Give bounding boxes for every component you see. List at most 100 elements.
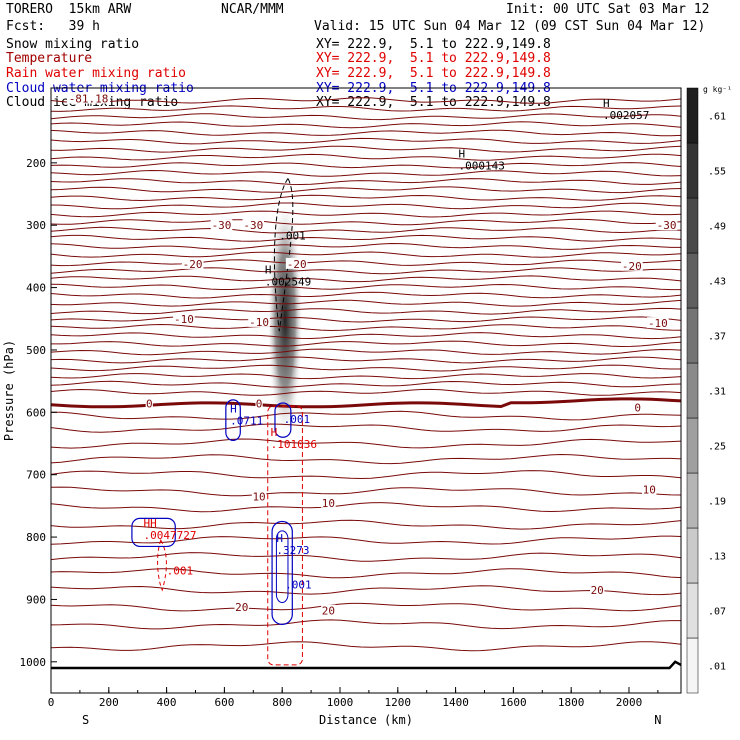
temperature-label-bg (181, 257, 204, 269)
extremum-mark: H (271, 426, 278, 439)
isotherm-line (50, 535, 682, 545)
isotherm-line (50, 585, 682, 596)
temperature-label-bg (255, 397, 263, 409)
extremum-value-label: .000143 (458, 160, 504, 173)
isotherm-line (50, 388, 682, 396)
isotherm-line (50, 470, 682, 480)
x-tick-label: 1200 (385, 696, 412, 709)
temperature-label-bg (234, 600, 249, 612)
isotherm-line (50, 210, 682, 218)
extremum-mark: H (265, 264, 272, 277)
x-tick-label: 600 (214, 696, 234, 709)
isotherm-line (50, 251, 682, 258)
x-tick-label: 400 (157, 696, 177, 709)
isotherm-line (50, 153, 682, 161)
temperature-label-bg (647, 317, 669, 329)
colorbar-tick-label: .13 (708, 552, 726, 563)
isotherm-line (50, 299, 682, 307)
temperature-label-bg (145, 397, 153, 409)
colorbar-segment (686, 472, 699, 529)
y-tick-label: 400 (26, 282, 46, 295)
isotherm-line (50, 259, 682, 267)
isotherm-line (50, 307, 682, 315)
field-label-temperature: Temperature (6, 51, 93, 66)
temperature-label: 20 (235, 601, 248, 614)
colorbar-segment (686, 307, 699, 364)
cloud-water-contour (274, 402, 292, 438)
extremum-mark: H (458, 148, 465, 161)
extremum-value-label: .3273 (276, 544, 309, 557)
isotherm-line (50, 356, 682, 364)
colorbar-tick-label: .61 (708, 112, 726, 123)
y-tick-label: 700 (26, 469, 46, 482)
x-tick-label: 800 (272, 696, 292, 709)
extremum-mark: H (230, 403, 237, 416)
isotherm-line (50, 453, 682, 465)
temperature-label-bg (242, 219, 265, 231)
field-label-snow: Snow mixing ratio (6, 37, 140, 52)
colorbar-segment (686, 197, 699, 254)
valid-time: Valid: 15 UTC Sun 04 Mar 12 (09 CST Sun … (314, 19, 706, 34)
isotherm-line (50, 218, 682, 226)
isotherm-line (50, 145, 682, 153)
temperature-label-bg (251, 490, 267, 502)
temperature-label: -30 (243, 219, 263, 232)
isotherm-line (50, 602, 682, 612)
isotherm-line (50, 348, 682, 356)
colorbar-tick-label: .43 (708, 277, 726, 288)
colorbar-segment (686, 417, 699, 474)
temperature-label: 10 (252, 491, 265, 504)
y-tick-label: 1000 (20, 656, 47, 669)
temperature-label: 0 (256, 398, 263, 411)
isotherm-line (50, 423, 682, 433)
isotherm-line (50, 373, 682, 380)
colorbar-tick-label: .55 (708, 167, 726, 178)
temperature-label: -30 (657, 219, 677, 232)
isotherm-line (50, 113, 682, 121)
temperature-label-bg (621, 259, 643, 271)
extremum-value-label: .001 (284, 413, 311, 426)
init-time: Init: 00 UTC Sat 03 Mar 12 (506, 2, 710, 17)
isotherm-line (50, 410, 682, 421)
temperature-label: 20 (591, 584, 604, 597)
y-tick-label: 900 (26, 593, 46, 606)
temperature-label: -10 (249, 316, 269, 329)
temperature-label: 20 (322, 605, 335, 618)
isotherm-line (50, 291, 682, 299)
colorbar-segment (686, 527, 699, 584)
x-end-label-north: N (654, 713, 661, 727)
extremum-mark: H (276, 532, 283, 545)
extremum-value-label: .001 (279, 229, 306, 242)
colorbar-tick-label: .37 (708, 332, 726, 343)
temperature-label-bg (173, 312, 195, 324)
temperature-label-bg (634, 401, 642, 413)
temperature-label-bg (248, 315, 270, 327)
plot-frame (50, 87, 682, 694)
x-tick-label: 1600 (500, 696, 527, 709)
isotherm-line (50, 552, 682, 562)
isotherm-line (50, 202, 682, 210)
colorbar-tick-label: .31 (708, 387, 726, 398)
isotherm-line (50, 178, 682, 186)
x-tick-label: 200 (99, 696, 119, 709)
center-name: NCAR/MMM (221, 2, 284, 17)
extremum-value-label: .002549 (265, 276, 311, 289)
temperature-label: -20 (287, 258, 307, 271)
y-tick-label: 500 (26, 344, 46, 357)
field-xy-temperature: XY= 222.9, 5.1 to 222.9,149.8 (316, 51, 551, 66)
temperature-label: -20 (622, 260, 642, 273)
colorbar-tick-label: .49 (708, 222, 726, 233)
temperature-label-bg (321, 604, 336, 616)
extremum-value-label: .001 (285, 579, 312, 592)
extremum-value-label: .002057 (603, 109, 649, 122)
extremum-mark: HH (143, 517, 156, 530)
field-xy-snow: XY= 222.9, 5.1 to 222.9,149.8 (316, 37, 551, 52)
y-tick-label: 300 (26, 219, 46, 232)
rain-water-contour-south (157, 538, 167, 592)
x-tick-label: 1800 (558, 696, 585, 709)
field-label-rain: Rain water mixing ratio (6, 66, 187, 81)
isotherm-line (50, 316, 682, 323)
isotherm-line (50, 105, 682, 112)
isotherm-line (50, 169, 682, 177)
